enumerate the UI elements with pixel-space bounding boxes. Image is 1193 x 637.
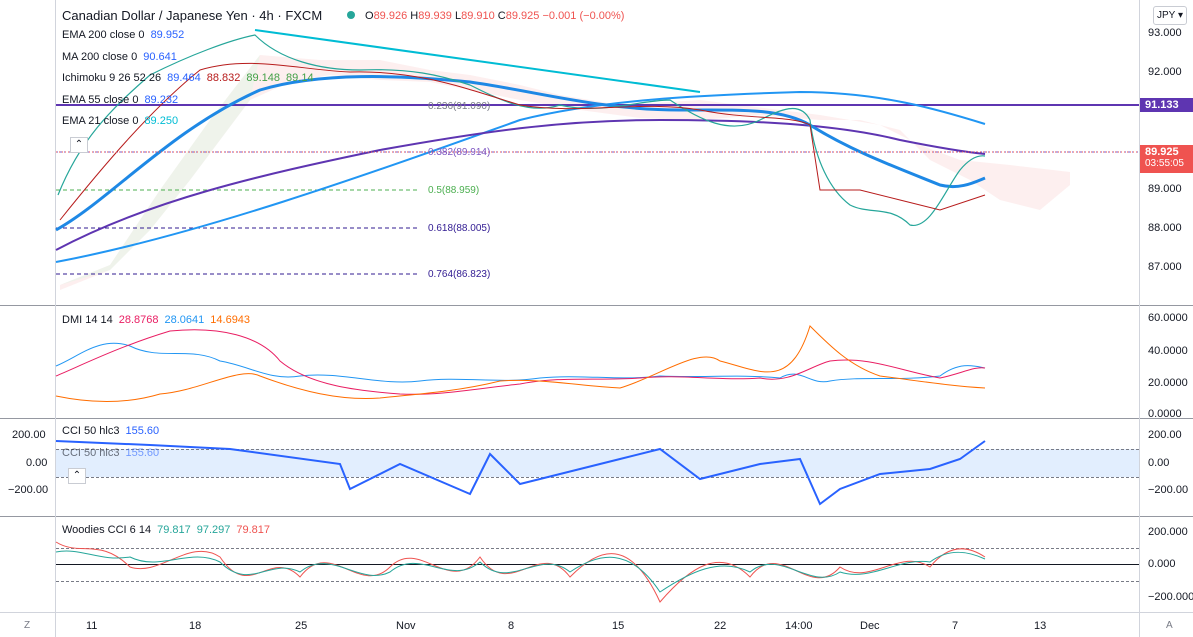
- ema-55-line: [55, 75, 986, 232]
- cci-left-axis-label: 200.00: [12, 429, 46, 441]
- dmi-axis-label: 0.0000: [1148, 408, 1182, 420]
- time-axis-label: Dec: [860, 620, 880, 632]
- cci-left-axis-label: 0.00: [26, 457, 48, 469]
- cci-axis-label: 200.00: [1148, 429, 1182, 441]
- time-axis-label: 11: [86, 620, 98, 632]
- price-axis-border: [1139, 0, 1140, 637]
- chevron-up-icon: ⌃: [72, 470, 82, 481]
- price-axis-label: 88.000: [1148, 222, 1182, 234]
- time-axis-label: Nov: [396, 620, 416, 632]
- cci-chart[interactable]: [0, 419, 1139, 516]
- dmi-chart[interactable]: [0, 306, 1139, 418]
- legend-ichimoku[interactable]: Ichimoku 9 26 52 26 89.464 88.832 89.148 89.…: [62, 72, 314, 84]
- time-axis-label: 15: [612, 620, 625, 632]
- kijun-line: [59, 62, 986, 221]
- time-axis-label: 22: [714, 620, 727, 632]
- legend-ema-21[interactable]: EMA 21 close 0 89.250: [62, 115, 179, 127]
- dmi-adx-line: [55, 325, 986, 402]
- woodies-zero-line: [56, 564, 1139, 565]
- auto-scale-button[interactable]: A: [1166, 620, 1173, 631]
- fib-label-0382: 0.382(89.914): [428, 147, 491, 158]
- price-axis-label: 89.000: [1148, 183, 1182, 195]
- ma-200-line: [55, 90, 986, 263]
- pane-divider-2[interactable]: [0, 418, 1193, 419]
- collapse-legend-button[interactable]: ⌃: [70, 137, 88, 153]
- fib-label-0764: 0.764(86.823): [428, 269, 491, 280]
- woodies-chart[interactable]: [0, 517, 1139, 612]
- legend-woodies[interactable]: Woodies CCI 6 14 79.817 97.297 79.817: [62, 524, 271, 536]
- woodies-axis-label: 200.000: [1148, 526, 1188, 538]
- dmi-axis-label: 20.0000: [1148, 377, 1188, 389]
- dmi-axis-label: 60.0000: [1148, 312, 1188, 324]
- fib-label-05: 0.5(88.959): [428, 185, 480, 196]
- currency-button[interactable]: JPY ▾: [1153, 6, 1187, 25]
- cci-upper-band-line: [56, 449, 1139, 450]
- woodies-cci-line: [55, 550, 986, 593]
- woodies-upper-line: [56, 548, 1139, 549]
- last-price-badge: 89.925 03:55:05: [1140, 145, 1193, 173]
- ema-200-line: [55, 118, 986, 251]
- time-axis-label: 14:00: [785, 620, 813, 632]
- time-axis-label: 8: [508, 620, 515, 632]
- market-status-icon: [347, 11, 355, 19]
- dmi-plus-line: [55, 342, 986, 383]
- woodies-axis-label: −200.000: [1148, 591, 1193, 603]
- legend-ma-200[interactable]: MA 200 close 0 90.641: [62, 51, 177, 63]
- left-axis-border: [55, 0, 56, 637]
- woodies-turbo-line: [55, 541, 986, 603]
- cci-left-axis-label: −200.00: [8, 484, 49, 496]
- legend-dmi[interactable]: DMI 14 14 28.8768 28.0641 14.6943: [62, 314, 251, 326]
- pane-divider-1[interactable]: [0, 305, 1193, 306]
- ohlc-values: O89.926 H89.939 L89.910 C89.925 −0.001 (…: [365, 10, 625, 22]
- time-axis-label: 13: [1034, 620, 1047, 632]
- fib-label-0618: 0.618(88.005): [428, 223, 491, 234]
- time-axis-border: [0, 612, 1193, 613]
- legend-ema-55[interactable]: EMA 55 close 0 89.232: [62, 94, 179, 106]
- legend-cci-shadow: CCI 50 hlc3 155.60: [62, 447, 160, 459]
- woodies-lower-line: [56, 581, 1139, 582]
- time-axis-label: 18: [189, 620, 202, 632]
- zoom-toggle-button[interactable]: Z: [24, 620, 31, 631]
- price-axis-label: 92.000: [1148, 66, 1182, 78]
- cci-lower-band-line: [56, 477, 1139, 478]
- woodies-axis-label: 0.000: [1148, 558, 1176, 570]
- dmi-axis-label: 40.0000: [1148, 345, 1188, 357]
- collapse-cci-button[interactable]: ⌃: [68, 468, 86, 484]
- time-axis-label: 7: [952, 620, 959, 632]
- fib-label-0236: 0.236(91.090): [428, 101, 491, 112]
- chart-header: Canadian Dollar / Japanese Yen · 4h · FX…: [62, 8, 355, 23]
- chevron-up-icon: ⌃: [74, 139, 84, 150]
- cci-line: [55, 440, 986, 506]
- symbol-title[interactable]: Canadian Dollar / Japanese Yen · 4h · FX…: [62, 8, 323, 23]
- dmi-minus-line: [55, 329, 986, 395]
- ichimoku-cloud-bullish: [60, 55, 260, 285]
- legend-cci[interactable]: CCI 50 hlc3 155.60: [62, 425, 160, 437]
- price-axis-label: 87.000: [1148, 261, 1182, 273]
- time-axis-label: 25: [295, 620, 308, 632]
- chevron-down-icon: ▾: [1175, 10, 1183, 21]
- cci-axis-label: 0.00: [1148, 457, 1170, 469]
- hline-price-badge: 91.133: [1140, 98, 1193, 112]
- cci-band: [56, 449, 1139, 477]
- ichimoku-cloud-bearish: [60, 55, 1070, 290]
- legend-ema-200[interactable]: EMA 200 close 0 89.952: [62, 29, 185, 41]
- price-line: [57, 34, 986, 226]
- pane-divider-3[interactable]: [0, 516, 1193, 517]
- cci-axis-label: −200.00: [1148, 484, 1189, 496]
- price-axis-label: 93.000: [1148, 27, 1182, 39]
- trendline[interactable]: [254, 29, 701, 93]
